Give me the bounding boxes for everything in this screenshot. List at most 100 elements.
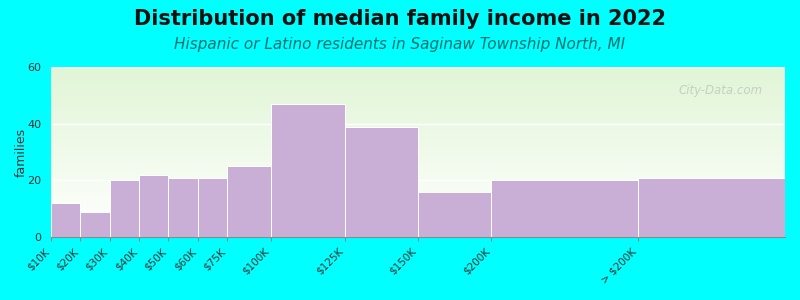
- Bar: [51, 218, 785, 220]
- Bar: [51, 164, 785, 166]
- Bar: [491, 180, 638, 237]
- Bar: [51, 98, 785, 99]
- Bar: [110, 180, 139, 237]
- Bar: [51, 190, 785, 191]
- Bar: [51, 201, 785, 203]
- Bar: [345, 127, 418, 237]
- Bar: [51, 86, 785, 87]
- Bar: [51, 179, 785, 181]
- Bar: [51, 166, 785, 167]
- Bar: [418, 192, 491, 237]
- Bar: [51, 154, 785, 155]
- Bar: [51, 133, 785, 135]
- Bar: [51, 69, 785, 70]
- Bar: [51, 191, 785, 193]
- Bar: [51, 150, 785, 152]
- Bar: [51, 203, 80, 237]
- Bar: [271, 104, 345, 237]
- Bar: [51, 213, 785, 215]
- Bar: [51, 94, 785, 96]
- Bar: [51, 91, 785, 92]
- Bar: [51, 195, 785, 196]
- Bar: [51, 227, 785, 229]
- Bar: [51, 217, 785, 218]
- Bar: [51, 67, 785, 69]
- Bar: [51, 116, 785, 118]
- Bar: [51, 110, 785, 111]
- Bar: [51, 159, 785, 161]
- Bar: [51, 236, 785, 237]
- Bar: [51, 76, 785, 77]
- Bar: [51, 99, 785, 101]
- Bar: [51, 111, 785, 113]
- Bar: [51, 169, 785, 171]
- Bar: [51, 212, 785, 213]
- Text: Distribution of median family income in 2022: Distribution of median family income in …: [134, 9, 666, 29]
- Bar: [51, 142, 785, 143]
- Bar: [51, 79, 785, 81]
- Bar: [51, 220, 785, 222]
- Y-axis label: families: families: [15, 128, 28, 177]
- Bar: [51, 230, 785, 232]
- Bar: [51, 77, 785, 79]
- Bar: [227, 166, 271, 237]
- Bar: [51, 147, 785, 148]
- Bar: [51, 181, 785, 183]
- Bar: [51, 125, 785, 127]
- Bar: [51, 198, 785, 200]
- Bar: [51, 123, 785, 125]
- Bar: [51, 203, 785, 205]
- Bar: [51, 215, 785, 217]
- Bar: [51, 101, 785, 103]
- Bar: [51, 89, 785, 91]
- Bar: [51, 184, 785, 186]
- Bar: [51, 186, 785, 188]
- Bar: [51, 193, 785, 195]
- Bar: [51, 135, 785, 137]
- Bar: [51, 155, 785, 157]
- Bar: [51, 143, 785, 145]
- Bar: [139, 175, 168, 237]
- Bar: [638, 178, 785, 237]
- Bar: [51, 70, 785, 72]
- Bar: [51, 205, 785, 206]
- Bar: [51, 104, 785, 106]
- Bar: [51, 115, 785, 116]
- Bar: [51, 92, 785, 94]
- Bar: [51, 130, 785, 132]
- Bar: [51, 82, 785, 84]
- Bar: [51, 140, 785, 142]
- Bar: [51, 224, 785, 225]
- Bar: [168, 178, 198, 237]
- Bar: [51, 138, 785, 140]
- Bar: [51, 160, 785, 162]
- Bar: [51, 208, 785, 210]
- Bar: [51, 229, 785, 230]
- Bar: [51, 84, 785, 86]
- Bar: [51, 171, 785, 172]
- Bar: [51, 87, 785, 89]
- Text: City-Data.com: City-Data.com: [679, 84, 763, 97]
- Bar: [51, 118, 785, 120]
- Bar: [51, 178, 785, 179]
- Bar: [51, 174, 785, 176]
- Bar: [51, 127, 785, 128]
- Bar: [51, 206, 785, 208]
- Bar: [51, 183, 785, 184]
- Bar: [51, 176, 785, 178]
- Bar: [198, 178, 227, 237]
- Bar: [51, 172, 785, 174]
- Bar: [51, 188, 785, 190]
- Bar: [51, 132, 785, 133]
- Bar: [51, 162, 785, 164]
- Bar: [51, 120, 785, 122]
- Bar: [51, 108, 785, 109]
- Bar: [51, 81, 785, 82]
- Bar: [51, 122, 785, 123]
- Bar: [51, 137, 785, 138]
- Bar: [80, 212, 110, 237]
- Bar: [51, 234, 785, 236]
- Bar: [51, 113, 785, 115]
- Bar: [51, 200, 785, 201]
- Bar: [51, 106, 785, 108]
